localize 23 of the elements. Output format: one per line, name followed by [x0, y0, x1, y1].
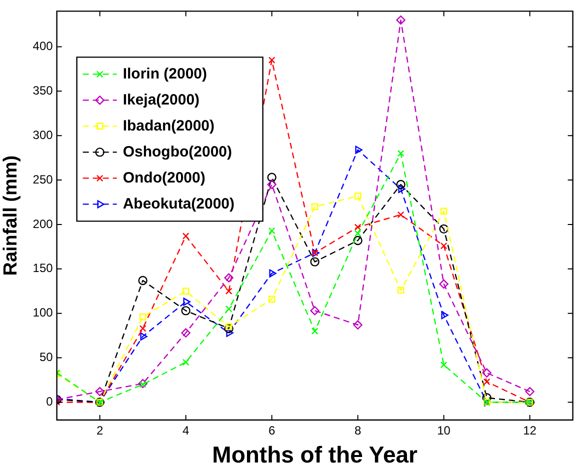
y-tick-label: 0 — [46, 394, 54, 409]
y-tick-label: 300 — [32, 128, 54, 142]
x-tick-label: 4 — [182, 424, 190, 438]
legend-label: Ibadan(2000) — [122, 117, 215, 134]
y-tick-label: 100 — [32, 306, 54, 320]
y-tick-label: 400 — [32, 39, 54, 54]
x-tick-label: 6 — [268, 424, 276, 438]
x-axis-title: Months of the Year — [212, 442, 418, 468]
x-tick-label: 8 — [354, 424, 362, 438]
legend-label: Abeokuta(2000) — [122, 195, 235, 212]
x-tick-label: 10 — [437, 424, 451, 438]
y-tick-label: 150 — [32, 261, 54, 276]
y-tick-label: 200 — [32, 216, 54, 231]
y-tick-label: 50 — [39, 350, 54, 364]
y-axis-title: Rainfall (mm) — [0, 155, 22, 276]
x-tick-label: 2 — [96, 424, 104, 438]
y-tick-label: 350 — [32, 83, 54, 98]
legend-label: Ondo(2000) — [122, 169, 206, 186]
y-tick-label: 250 — [32, 172, 54, 186]
legend-label: Oshogbo(2000) — [122, 143, 232, 160]
legend-label: Ikeja(2000) — [122, 91, 200, 108]
x-tick-label: 12 — [523, 424, 537, 438]
legend-label: Ilorin (2000) — [122, 65, 208, 82]
